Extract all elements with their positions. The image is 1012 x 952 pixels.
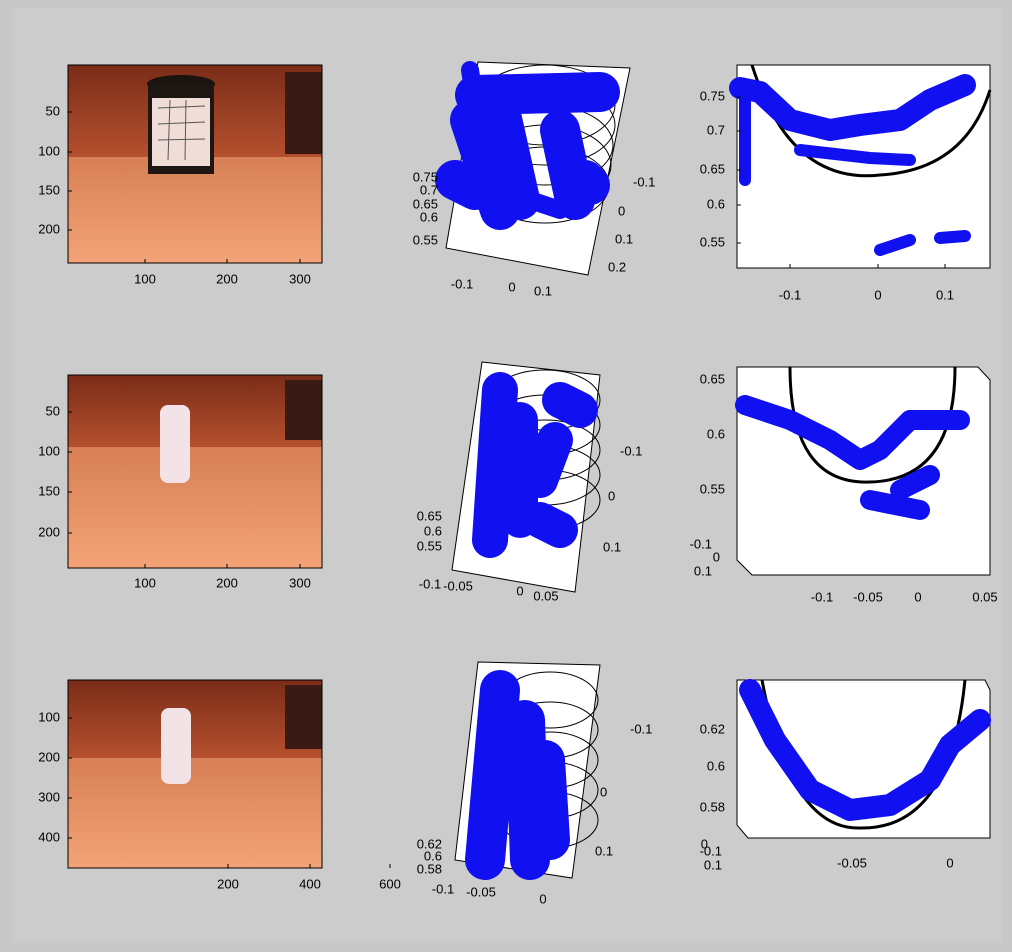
z-tick-label: 0.75	[413, 169, 438, 184]
z-tick-label: 0	[701, 836, 708, 851]
z-tick-label: 0	[713, 549, 720, 564]
y-tick-label: 0.55	[700, 481, 725, 496]
camera-image	[67, 64, 323, 264]
y-tick-label: -0.1	[630, 721, 652, 736]
x-tick-label: -0.05	[853, 589, 883, 604]
x-tick-label: 200	[216, 271, 238, 286]
x-tick-label: 0	[508, 279, 515, 294]
y-tick-label: 200	[38, 524, 60, 539]
z-tick-label: 0.7	[420, 182, 438, 197]
camera-image	[67, 374, 323, 569]
y-tick-label: -0.1	[620, 443, 642, 458]
y-tick-label: 0.7	[707, 122, 725, 137]
y-tick-label: 100	[38, 143, 60, 158]
y-tick-label: 0.62	[700, 721, 725, 736]
y-tick-label: -0.1	[633, 174, 655, 189]
z-tick-label: 0.62	[417, 836, 442, 851]
y-tick-label: 0.1	[615, 231, 633, 246]
x-tick-label: 0	[516, 583, 523, 598]
y-tick-label: 0	[608, 488, 615, 503]
projection-plot	[736, 679, 991, 839]
x-tick-label: 200	[217, 876, 239, 891]
y-tick-label: 0.1	[603, 539, 621, 554]
x-tick-label: 0	[946, 855, 953, 870]
x-tick-label: 100	[134, 575, 156, 590]
x-tick-label: 0.1	[936, 287, 954, 302]
projection-plot	[735, 366, 991, 576]
x-tick-label: -0.1	[432, 881, 454, 896]
x-tick-label: -0.05	[443, 578, 473, 593]
x-tick-label: 400	[299, 876, 321, 891]
z-tick-label: 0.65	[413, 196, 438, 211]
y-tick-label: 0.58	[700, 799, 725, 814]
z-tick-label: 0.1	[704, 857, 722, 872]
point-cloud-3d	[435, 61, 631, 276]
point-cloud-3d	[454, 661, 601, 880]
y-tick-label: 0.6	[707, 758, 725, 773]
x-tick-label: 0	[874, 287, 881, 302]
z-tick-label: -0.1	[690, 536, 712, 551]
point-cloud-3d	[451, 361, 601, 593]
z-tick-label: 0.58	[417, 861, 442, 876]
y-tick-label: 150	[38, 182, 60, 197]
y-tick-label: 0.6	[707, 426, 725, 441]
y-tick-label: 0	[600, 784, 607, 799]
y-tick-label: 0.2	[608, 259, 626, 274]
x-tick-label: -0.05	[837, 855, 867, 870]
y-tick-label: 0.75	[700, 88, 725, 103]
x-tick-label: -0.1	[779, 287, 801, 302]
x-tick-label: 0	[539, 891, 546, 906]
y-tick-label: 150	[38, 483, 60, 498]
y-tick-label: 100	[38, 709, 60, 724]
x-tick-label: 200	[216, 575, 238, 590]
y-tick-label: 200	[38, 749, 60, 764]
y-tick-label: 0.1	[595, 843, 613, 858]
y-tick-label: 0.55	[700, 234, 725, 249]
x-tick-label: 100	[134, 271, 156, 286]
x-tick-label: -0.1	[811, 589, 833, 604]
x-tick-label: 0.05	[972, 589, 997, 604]
camera-image	[67, 679, 323, 869]
z-tick-label: 0.1	[694, 563, 712, 578]
z-tick-label: 0.6	[420, 209, 438, 224]
y-tick-label: 0.6	[707, 196, 725, 211]
x-tick-label: 0.05	[533, 588, 558, 603]
z-tick-label: 0.55	[417, 538, 442, 553]
y-tick-label: 200	[38, 221, 60, 236]
x-tick-label: 300	[289, 271, 311, 286]
x-tick-label: 300	[289, 575, 311, 590]
z-tick-label: 0.55	[413, 232, 438, 247]
z-tick-label: -0.1	[700, 843, 722, 858]
z-tick-label: 0.6	[424, 848, 442, 863]
y-tick-label: 50	[46, 403, 60, 418]
projection-plot	[729, 64, 992, 269]
y-tick-label: 50	[46, 103, 60, 118]
x-tick-label: -0.05	[466, 884, 496, 899]
z-tick-label: 0.6	[424, 523, 442, 538]
x-tick-label: 600	[379, 876, 401, 891]
z-tick-label: 0.65	[417, 508, 442, 523]
x-tick-label: -0.1	[419, 576, 441, 591]
x-tick-label: -0.1	[451, 276, 473, 291]
y-tick-label: 100	[38, 443, 60, 458]
y-tick-label: 0	[618, 203, 625, 218]
y-tick-label: 300	[38, 789, 60, 804]
x-tick-label: 0	[914, 589, 921, 604]
y-tick-label: 400	[38, 829, 60, 844]
y-tick-label: 0.65	[700, 161, 725, 176]
y-tick-label: 0.65	[700, 371, 725, 386]
x-tick-label: 0.1	[534, 283, 552, 298]
